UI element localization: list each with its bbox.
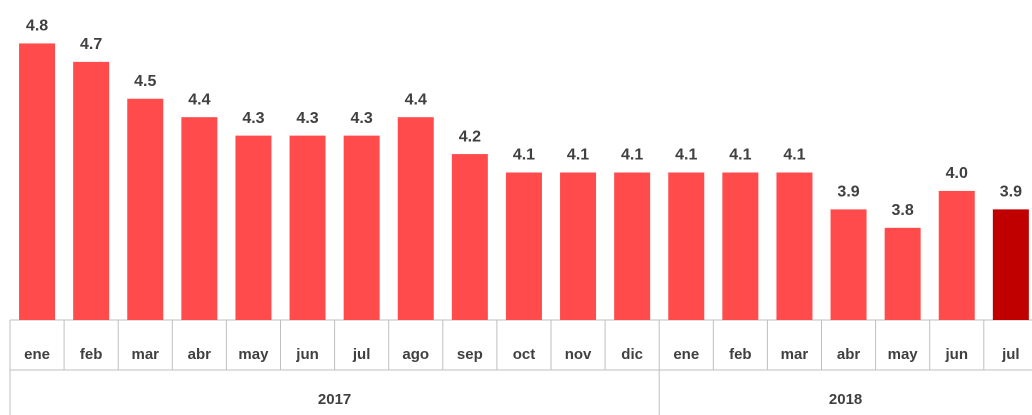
value-label: 4.1 (567, 147, 589, 164)
value-label: 4.7 (80, 36, 102, 53)
x-tick-label: jun (295, 346, 319, 363)
value-label: 3.9 (837, 184, 859, 201)
bar (776, 172, 813, 320)
bar (181, 117, 218, 320)
x-tick-label: jul (1001, 346, 1020, 363)
bar (451, 154, 488, 320)
x-tick-label: feb (729, 346, 752, 363)
value-label: 4.1 (783, 147, 805, 164)
x-tick-label: dic (621, 346, 643, 363)
x-tick-label: may (888, 346, 919, 363)
x-tick-label: ene (673, 346, 699, 363)
bar (505, 172, 542, 320)
value-label: 4.3 (351, 110, 373, 127)
value-label: 4.3 (296, 110, 318, 127)
value-label: 4.3 (242, 110, 264, 127)
x-tick-label: feb (80, 346, 103, 363)
x-tick-label: ene (24, 346, 50, 363)
value-label: 4.4 (188, 91, 210, 108)
value-label: 4.5 (134, 73, 156, 90)
bar (19, 43, 56, 320)
bar (289, 135, 326, 320)
bar (127, 98, 164, 320)
x-tick-label: oct (513, 346, 536, 363)
x-tick-label: abr (188, 346, 212, 363)
bar (992, 209, 1029, 320)
x-tick-label: abr (837, 346, 861, 363)
bar (884, 227, 921, 320)
value-label: 4.0 (946, 165, 968, 182)
x-tick-label: mar (131, 346, 159, 363)
bar (722, 172, 759, 320)
bar (397, 117, 434, 320)
value-label: 4.1 (729, 147, 751, 164)
x-tick-label: jul (352, 346, 371, 363)
value-label: 4.2 (459, 128, 481, 145)
group-label: 2018 (829, 391, 862, 408)
value-label: 4.8 (26, 18, 48, 35)
value-label: 3.8 (892, 202, 914, 219)
bar (668, 172, 705, 320)
x-tick-label: mar (781, 346, 809, 363)
value-label: 4.1 (621, 147, 643, 164)
x-tick-label: nov (565, 346, 592, 363)
bar (235, 135, 272, 320)
bar (73, 61, 110, 320)
bar (560, 172, 597, 320)
bar (830, 209, 867, 320)
value-label: 3.9 (1000, 184, 1022, 201)
value-label: 4.4 (405, 91, 427, 108)
group-label: 2017 (318, 391, 351, 408)
value-label: 4.1 (675, 147, 697, 164)
value-label: 4.1 (513, 147, 535, 164)
x-tick-label: may (238, 346, 269, 363)
bar (343, 135, 380, 320)
bar (614, 172, 651, 320)
x-tick-label: jun (945, 346, 969, 363)
x-tick-label: ago (402, 346, 429, 363)
x-tick-label: sep (457, 346, 483, 363)
bar (938, 190, 975, 320)
